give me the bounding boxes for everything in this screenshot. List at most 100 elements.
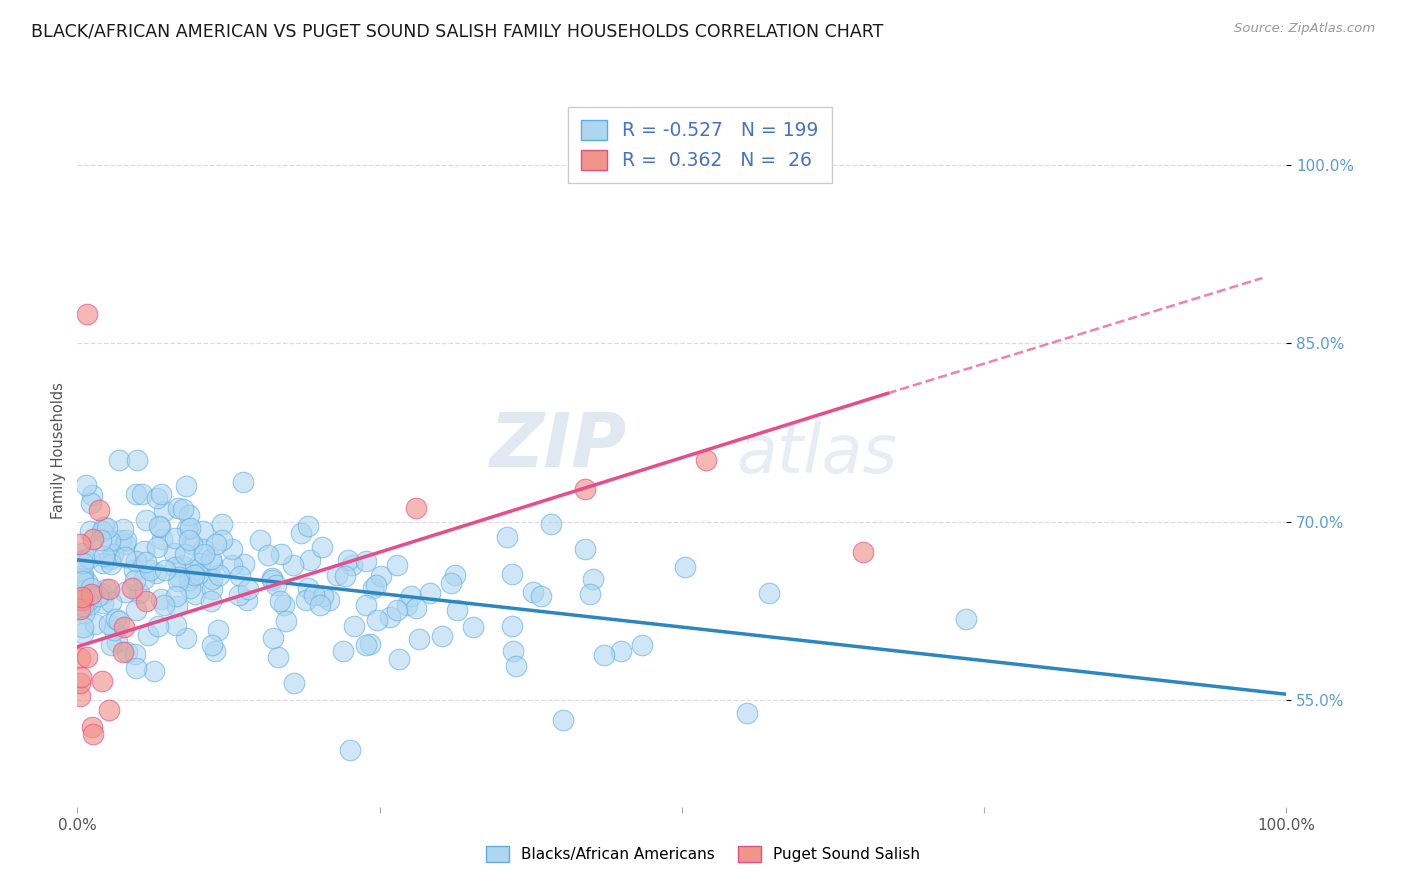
Point bbox=[297, 582, 319, 596]
Point bbox=[153, 504, 176, 518]
Point bbox=[505, 658, 527, 673]
Point bbox=[112, 522, 135, 536]
Point bbox=[193, 524, 215, 538]
Point bbox=[496, 530, 519, 544]
Point bbox=[76, 307, 98, 321]
Point bbox=[370, 569, 392, 583]
Point bbox=[91, 596, 114, 610]
Point bbox=[135, 555, 157, 569]
Point bbox=[361, 581, 384, 595]
Point bbox=[270, 547, 292, 561]
Point bbox=[91, 524, 114, 538]
Point bbox=[274, 614, 297, 628]
Point bbox=[232, 558, 254, 572]
Point bbox=[69, 650, 91, 665]
Point bbox=[76, 650, 98, 665]
Point bbox=[340, 558, 363, 573]
Point bbox=[145, 491, 167, 505]
Point bbox=[201, 638, 224, 652]
Point bbox=[211, 533, 233, 547]
Point bbox=[463, 620, 485, 634]
Point bbox=[146, 540, 169, 554]
Point bbox=[117, 645, 139, 659]
Point bbox=[112, 645, 135, 659]
Point bbox=[302, 588, 325, 602]
Point bbox=[135, 513, 157, 527]
Point bbox=[150, 532, 173, 546]
Point bbox=[80, 581, 103, 595]
Point bbox=[184, 587, 207, 601]
Point bbox=[221, 542, 243, 557]
Point bbox=[385, 558, 408, 573]
Point bbox=[170, 558, 193, 573]
Point bbox=[76, 575, 98, 590]
Point bbox=[69, 537, 91, 551]
Point bbox=[582, 573, 605, 587]
Point bbox=[501, 566, 523, 581]
Point bbox=[149, 520, 172, 534]
Point bbox=[134, 544, 156, 558]
Text: ZIP: ZIP bbox=[491, 410, 627, 483]
Y-axis label: Family Households: Family Households bbox=[51, 382, 66, 519]
Point bbox=[79, 597, 101, 611]
Point bbox=[83, 616, 105, 631]
Point bbox=[90, 674, 112, 689]
Point bbox=[200, 582, 222, 597]
Point bbox=[124, 648, 146, 662]
Point bbox=[98, 617, 121, 632]
Point bbox=[188, 556, 211, 570]
Point bbox=[98, 552, 121, 566]
Point bbox=[69, 689, 91, 703]
Point bbox=[405, 500, 427, 515]
Point bbox=[366, 613, 388, 627]
Point bbox=[76, 594, 98, 608]
Point bbox=[356, 554, 378, 568]
Point bbox=[592, 648, 614, 663]
Point bbox=[80, 488, 103, 502]
Point bbox=[72, 606, 94, 620]
Point bbox=[127, 453, 149, 467]
Point bbox=[200, 552, 222, 566]
Point bbox=[69, 602, 91, 616]
Point bbox=[125, 554, 148, 568]
Point bbox=[339, 742, 361, 756]
Point bbox=[100, 638, 122, 652]
Point bbox=[187, 566, 209, 581]
Point bbox=[72, 570, 94, 584]
Point bbox=[79, 587, 101, 601]
Point bbox=[70, 593, 93, 607]
Point bbox=[578, 587, 600, 601]
Point bbox=[152, 598, 174, 612]
Point bbox=[174, 547, 197, 561]
Point bbox=[269, 593, 291, 607]
Point bbox=[72, 620, 94, 634]
Point bbox=[388, 651, 411, 665]
Point bbox=[98, 534, 121, 549]
Point bbox=[311, 540, 333, 554]
Point bbox=[228, 589, 250, 603]
Point bbox=[177, 533, 200, 547]
Point bbox=[232, 475, 254, 489]
Point bbox=[72, 568, 94, 582]
Point bbox=[737, 706, 759, 720]
Point bbox=[125, 661, 148, 675]
Point bbox=[87, 503, 110, 517]
Point bbox=[221, 558, 243, 572]
Point bbox=[180, 537, 202, 551]
Point bbox=[114, 549, 136, 564]
Point bbox=[131, 487, 153, 501]
Point bbox=[501, 618, 523, 632]
Point bbox=[343, 619, 366, 633]
Point bbox=[72, 626, 94, 640]
Point bbox=[179, 508, 201, 522]
Point bbox=[150, 592, 173, 607]
Point bbox=[201, 556, 224, 570]
Point bbox=[405, 601, 427, 615]
Point bbox=[378, 610, 401, 624]
Point bbox=[108, 453, 131, 467]
Point bbox=[90, 533, 112, 547]
Point bbox=[125, 603, 148, 617]
Point bbox=[163, 560, 186, 574]
Point bbox=[72, 556, 94, 570]
Point bbox=[114, 537, 136, 551]
